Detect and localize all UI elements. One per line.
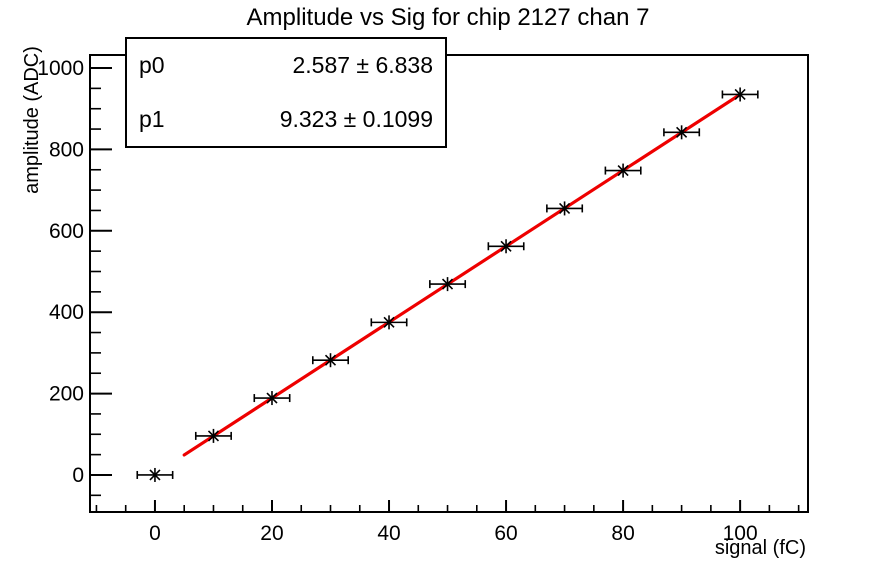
chart-title: Amplitude vs Sig for chip 2127 chan 7 <box>246 4 650 31</box>
data-point-marker <box>324 354 337 366</box>
x-tick-label: 0 <box>149 522 161 545</box>
y-tick-label: 600 <box>49 220 84 243</box>
data-point-marker <box>559 202 571 214</box>
x-tick-label: 20 <box>260 522 283 545</box>
data-point-marker <box>676 126 688 138</box>
y-tick-label: 0 <box>72 464 84 487</box>
y-tick-label: 800 <box>49 138 84 161</box>
param-value-p0: 2.587 ± 6.838 <box>292 52 433 79</box>
data-point-marker <box>383 316 395 328</box>
data-point-marker <box>617 165 629 177</box>
data-point-marker <box>734 88 746 101</box>
data-point-marker <box>500 240 512 252</box>
x-axis-title: signal (fC) <box>715 537 806 559</box>
param-name-p0: p0 <box>139 52 165 79</box>
x-tick-label: 40 <box>377 522 400 545</box>
stats-row-p0: p0 2.587 ± 6.838 <box>127 52 445 79</box>
x-tick-label: 80 <box>611 522 634 545</box>
fit-line <box>182 92 742 457</box>
data-point-marker <box>266 392 278 404</box>
y-tick-label: 400 <box>49 301 84 324</box>
plot-frame <box>89 54 809 513</box>
data-point-marker <box>149 469 161 481</box>
y-tick-label: 200 <box>49 383 84 406</box>
x-tick-label: 60 <box>494 522 517 545</box>
stats-row-p1: p1 9.323 ± 0.1099 <box>127 106 445 133</box>
y-axis-title: amplitude (ADC) <box>21 46 43 194</box>
param-name-p1: p1 <box>139 105 165 132</box>
fit-stats-box: p0 2.587 ± 6.838 p1 9.323 ± 0.1099 <box>125 37 447 148</box>
y-tick-label: 1000 <box>37 57 84 80</box>
x-tick-label: 100 <box>723 522 758 545</box>
data-point-marker <box>207 430 220 442</box>
param-value-p1: 9.323 ± 0.1099 <box>279 105 433 132</box>
data-point-marker <box>441 278 454 290</box>
